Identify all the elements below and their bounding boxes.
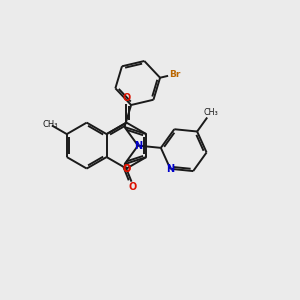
Text: O: O bbox=[129, 182, 137, 192]
Text: N: N bbox=[134, 141, 142, 151]
Text: O: O bbox=[122, 94, 130, 103]
Text: CH₃: CH₃ bbox=[204, 108, 218, 117]
Text: O: O bbox=[122, 164, 130, 173]
Text: Br: Br bbox=[169, 70, 180, 79]
Text: O: O bbox=[122, 164, 130, 173]
Text: N: N bbox=[166, 164, 174, 174]
Text: CH₃: CH₃ bbox=[43, 120, 58, 129]
